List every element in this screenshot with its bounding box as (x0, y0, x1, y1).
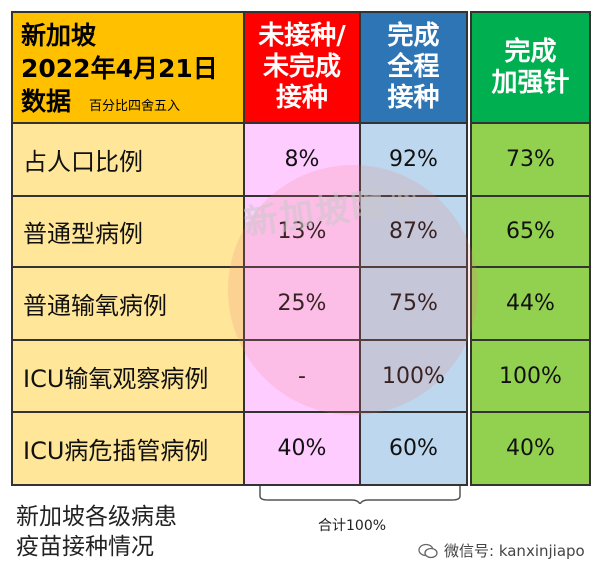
cell-value: 8% (284, 147, 320, 172)
cell-value: 40% (277, 436, 327, 461)
cell-value: 40% (506, 436, 555, 461)
wechat-icon (418, 543, 438, 558)
cell-value: 65% (506, 219, 555, 244)
row-cell-booster: 100% (470, 339, 591, 413)
row-cell-unvaccinated: 8% (243, 122, 361, 197)
cell-value: 75% (389, 291, 438, 316)
row-cell-unvaccinated: 25% (243, 266, 361, 341)
row-label: ICU病危插管病例 (11, 411, 245, 486)
row-cell-booster: 73% (470, 122, 591, 197)
row-label-text: ICU输氧观察病例 (23, 364, 209, 393)
header-fully-vaccinated: 完成 全程 接种 (359, 11, 468, 124)
row-label: 普通输氧病例 (11, 266, 245, 341)
cell-value: 60% (389, 436, 438, 461)
cell-value: 87% (389, 219, 438, 244)
row-label-text: 普通输氧病例 (23, 292, 167, 320)
header-title-line3-wrap: 数据 百分比四舍五入 (21, 85, 180, 123)
row-cell-full: 100% (359, 339, 468, 413)
brace-icon (259, 486, 461, 504)
row-label: ICU输氧观察病例 (11, 339, 245, 413)
caption-line2: 疫苗接种情况 (16, 534, 154, 560)
row-cell-full: 75% (359, 266, 468, 341)
row-label: 普通型病例 (11, 195, 245, 268)
cell-value: 25% (277, 291, 327, 316)
cell-value: 92% (389, 147, 438, 172)
header-unvaccinated: 未接种/ 未完成 接种 (243, 11, 361, 124)
row-cell-unvaccinated: 13% (243, 195, 361, 268)
row-cell-full: 87% (359, 195, 468, 268)
header-title-line2: 2022年4月21日 (21, 54, 218, 83)
cell-value: - (298, 363, 306, 389)
row-cell-unvaccinated: - (243, 339, 361, 413)
header-fully-vaccinated-label: 完成 全程 接种 (387, 21, 440, 113)
table-header-title: 新加坡 2022年4月21日 数据 百分比四舍五入 (11, 11, 245, 124)
header-title-line1: 新加坡 (21, 21, 97, 50)
caption-line1: 新加坡各级病患 (16, 504, 177, 530)
cell-value: 100% (382, 363, 445, 389)
row-cell-unvaccinated: 40% (243, 411, 361, 486)
row-cell-full: 60% (359, 411, 468, 486)
row-cell-booster: 44% (470, 266, 591, 341)
cell-value: 73% (506, 147, 555, 172)
cell-value: 13% (277, 219, 327, 244)
row-cell-booster: 65% (470, 195, 591, 268)
row-cell-booster: 40% (470, 411, 591, 486)
header-note: 百分比四舍五入 (89, 99, 181, 114)
row-cell-full: 92% (359, 122, 468, 197)
row-label-text: ICU病危插管病例 (23, 437, 209, 465)
footer: 微信号: kanxinjiapo (418, 540, 585, 561)
row-label-text: 普通型病例 (23, 220, 143, 248)
cell-value: 44% (506, 291, 555, 316)
row-label-text: 占人口比例 (23, 148, 143, 176)
header-booster: 完成 加强针 (470, 11, 591, 124)
cell-value: 100% (499, 363, 562, 389)
row-label: 占人口比例 (11, 122, 245, 197)
header-title-line3: 数据 (21, 87, 72, 116)
footer-text: 微信号: kanxinjiapo (444, 542, 585, 560)
caption: 新加坡各级病患 疫苗接种情况 (16, 502, 177, 562)
header-booster-label: 完成 加强针 (491, 36, 570, 98)
total-label: 合计100% (318, 518, 387, 534)
header-unvaccinated-label: 未接种/ 未完成 接种 (258, 21, 346, 113)
